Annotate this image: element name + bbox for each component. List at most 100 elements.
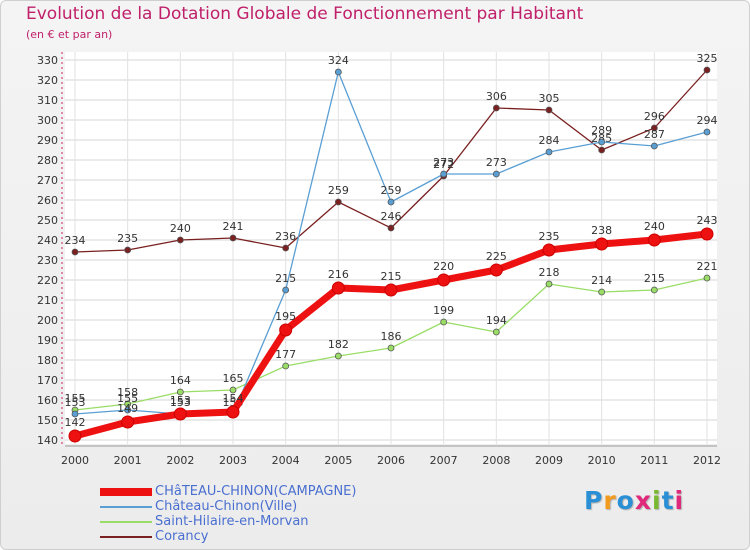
data-point xyxy=(440,318,448,326)
x-tick-label: 2012 xyxy=(693,454,721,467)
legend-label: Château-Chinon(Ville) xyxy=(155,499,298,514)
data-label: 149 xyxy=(117,402,138,415)
data-label: 155 xyxy=(117,392,138,405)
x-tick-label: 2003 xyxy=(219,454,247,467)
data-label: 273 xyxy=(433,156,454,169)
logo-letter: o xyxy=(616,486,635,515)
x-tick-label: 2005 xyxy=(324,454,352,467)
data-point xyxy=(492,170,500,178)
data-point xyxy=(703,274,711,282)
data-point xyxy=(650,286,658,294)
data-label: 177 xyxy=(275,348,296,361)
x-tick-label: 2000 xyxy=(61,454,89,467)
data-point xyxy=(545,148,553,156)
y-tick-label: 260 xyxy=(37,194,58,207)
y-tick-label: 210 xyxy=(37,294,58,307)
data-point xyxy=(387,198,395,206)
data-label: 306 xyxy=(486,90,507,103)
data-point xyxy=(176,236,184,244)
data-label: 164 xyxy=(170,374,191,387)
data-label: 235 xyxy=(539,230,560,243)
data-label: 289 xyxy=(591,124,612,137)
y-tick-label: 150 xyxy=(37,414,58,427)
x-tick-label: 2006 xyxy=(377,454,405,467)
legend-swatch xyxy=(100,521,152,523)
data-label: 240 xyxy=(644,220,665,233)
logo-letter: t xyxy=(661,486,675,515)
data-label: 154 xyxy=(223,392,244,405)
y-tick-label: 280 xyxy=(37,154,58,167)
y-tick-label: 140 xyxy=(37,434,58,447)
legend-label: Corancy xyxy=(155,529,209,544)
data-label: 238 xyxy=(591,224,612,237)
data-point xyxy=(124,406,132,414)
y-tick-label: 190 xyxy=(37,334,58,347)
data-label: 296 xyxy=(644,110,665,123)
y-tick-label: 240 xyxy=(37,234,58,247)
data-label: 153 xyxy=(170,396,191,409)
y-tick-label: 200 xyxy=(37,314,58,327)
data-label: 234 xyxy=(65,234,86,247)
logo-letter: x xyxy=(634,486,652,515)
data-label: 259 xyxy=(381,184,402,197)
y-tick-label: 330 xyxy=(37,54,58,67)
data-point xyxy=(703,128,711,136)
data-point xyxy=(492,328,500,336)
data-label: 235 xyxy=(117,232,138,245)
legend-swatch xyxy=(100,506,152,508)
data-point xyxy=(598,146,606,154)
data-point xyxy=(334,198,342,206)
data-label: 284 xyxy=(539,134,560,147)
y-tick-label: 160 xyxy=(37,394,58,407)
data-label: 214 xyxy=(591,274,612,287)
logo-letter: P xyxy=(584,486,604,515)
data-label: 243 xyxy=(697,214,718,227)
data-label: 182 xyxy=(328,338,349,351)
data-point xyxy=(282,362,290,370)
data-label: 195 xyxy=(275,310,296,323)
data-label: 194 xyxy=(486,314,507,327)
logo-letter: i xyxy=(674,486,685,515)
logo-letter: i xyxy=(652,486,662,515)
y-tick-label: 320 xyxy=(37,74,58,87)
data-point xyxy=(595,237,609,251)
x-tick-label: 2007 xyxy=(430,454,458,467)
data-label: 246 xyxy=(381,210,402,223)
data-point xyxy=(71,410,79,418)
data-point xyxy=(598,288,606,296)
data-point xyxy=(384,283,398,297)
data-point xyxy=(331,281,345,295)
data-label: 305 xyxy=(539,92,560,105)
data-label: 153 xyxy=(170,394,191,407)
chart-subtitle: (en € et par an) xyxy=(26,28,113,41)
y-tick-label: 300 xyxy=(37,114,58,127)
x-tick-label: 2008 xyxy=(482,454,510,467)
legend-label: Saint-Hilaire-en-Morvan xyxy=(155,514,309,529)
x-tick-label: 2010 xyxy=(588,454,616,467)
proxiti-logo: Proxiti xyxy=(584,486,684,515)
data-point xyxy=(647,233,661,247)
data-point xyxy=(545,106,553,114)
data-point xyxy=(334,68,342,76)
data-point xyxy=(226,405,240,419)
data-point xyxy=(387,344,395,352)
data-label: 199 xyxy=(433,304,454,317)
x-tick-label: 2009 xyxy=(535,454,563,467)
y-tick-label: 250 xyxy=(37,214,58,227)
data-point xyxy=(598,138,606,146)
data-label: 158 xyxy=(117,386,138,399)
data-label: 325 xyxy=(697,52,718,65)
data-label: 294 xyxy=(697,114,718,127)
data-label: 272 xyxy=(433,158,454,171)
data-label: 324 xyxy=(328,54,349,67)
data-point xyxy=(229,234,237,242)
x-tick-label: 2002 xyxy=(166,454,194,467)
y-tick-label: 270 xyxy=(37,174,58,187)
data-label: 259 xyxy=(328,184,349,197)
data-point xyxy=(387,224,395,232)
y-tick-label: 180 xyxy=(37,354,58,367)
data-label: 221 xyxy=(697,260,718,273)
data-label: 220 xyxy=(433,260,454,273)
data-label: 215 xyxy=(275,272,296,285)
